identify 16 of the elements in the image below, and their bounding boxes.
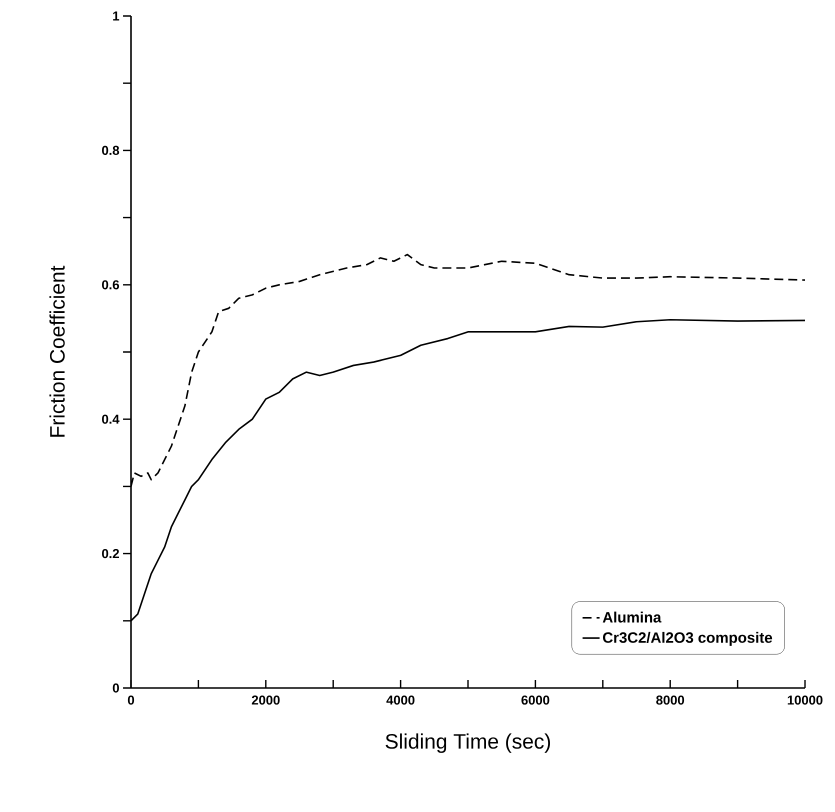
x-tick-label: 6000	[521, 696, 550, 705]
legend-label: Alumina	[602, 612, 662, 623]
y-axis-title: Friction Coefficient	[49, 266, 65, 437]
x-tick-label: 0	[128, 696, 134, 705]
x-tick-label: 10000	[788, 696, 822, 705]
y-tick-label: 0.4	[102, 414, 120, 424]
y-tick-label: 0.6	[102, 280, 120, 290]
x-tick-label: 4000	[386, 696, 414, 705]
y-tick-label: 0.8	[102, 146, 120, 155]
x-axis-title: Sliding Time (sec)	[386, 733, 550, 753]
x-tick-label: 2000	[252, 696, 280, 705]
y-tick-label: 1	[113, 12, 120, 20]
legend-label: Cr3C2/Al2O3 composite	[602, 632, 772, 646]
y-tick-label: 0.2	[102, 549, 119, 558]
x-tick-label: 8000	[656, 696, 684, 705]
y-tick-label: 0	[112, 683, 119, 693]
